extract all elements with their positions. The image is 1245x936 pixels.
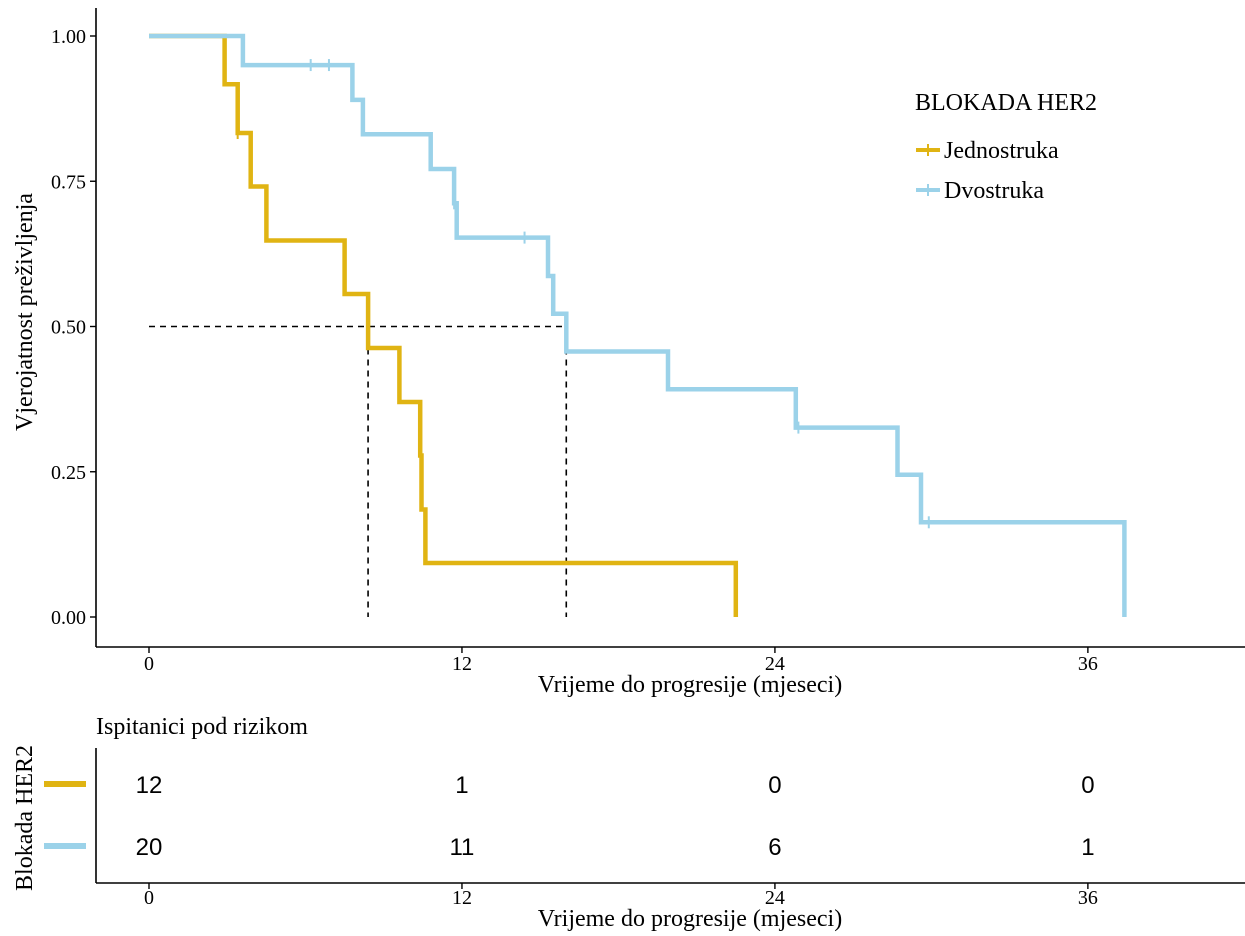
- y-axis-label: Vjerojatnost preživljenja: [12, 193, 38, 431]
- risk-count-dvostruka: 11: [449, 834, 474, 861]
- median-lines: [149, 325, 568, 617]
- legend-label-dvostruka: Dvostruka: [944, 178, 1044, 204]
- curve-dvostruka: [149, 33, 1127, 617]
- x-tick-label: 36: [1078, 653, 1098, 675]
- risk-count-dvostruka: 1: [1081, 834, 1094, 861]
- risk-x-tick-label: 24: [765, 887, 785, 909]
- risk-x-tick-label: 12: [452, 887, 472, 909]
- risk-x-ticks: 0 12 24 36: [144, 883, 1098, 909]
- legend: BLOKADA HER2 Jednostruka Dvostruka: [915, 90, 1097, 204]
- y-tick-label: 0.50: [51, 317, 86, 339]
- legend-label-jednostruka: Jednostruka: [944, 138, 1059, 164]
- risk-table-x-label: Vrijeme do progresije (mjeseci): [538, 906, 842, 932]
- risk-count-jednostruka: 0: [768, 772, 781, 799]
- y-tick-label: 0.25: [51, 462, 86, 484]
- y-tick-label: 0.75: [51, 171, 86, 193]
- legend-item-jednostruka: Jednostruka: [916, 138, 1059, 164]
- risk-x-tick-label: 36: [1078, 887, 1098, 909]
- survival-curves: [149, 33, 1127, 617]
- risk-counts: 12 1 0 0 20 11 6 1: [136, 772, 1095, 861]
- x-tick-label: 24: [765, 653, 785, 675]
- risk-count-jednostruka: 1: [455, 772, 468, 799]
- risk-table-title: Ispitanici pod rizikom: [96, 714, 308, 740]
- risk-table: Ispitanici pod rizikom Blokada HER2 12 1 0…: [12, 714, 1245, 932]
- risk-x-tick-label: 0: [144, 887, 154, 909]
- risk-table-y-label: Blokada HER2: [12, 745, 38, 891]
- x-tick-label: 12: [452, 653, 472, 675]
- risk-count-dvostruka: 6: [768, 834, 781, 861]
- x-tick-label: 0: [144, 653, 154, 675]
- x-ticks: 0 12 24 36: [144, 647, 1098, 675]
- curve-jednostruka: [149, 33, 739, 617]
- risk-count-jednostruka: 0: [1081, 772, 1094, 799]
- main-plot: 0.00 0.25 0.50 0.75 1.00 0 12 24 36 Vjerojatnos…: [12, 8, 1245, 698]
- legend-item-dvostruka: Dvostruka: [916, 178, 1044, 204]
- legend-title: BLOKADA HER2: [915, 90, 1097, 116]
- y-tick-label: 0.00: [51, 607, 86, 629]
- risk-count-dvostruka: 20: [136, 834, 163, 861]
- x-axis-label: Vrijeme do progresije (mjeseci): [538, 672, 842, 698]
- risk-count-jednostruka: 12: [136, 772, 163, 799]
- y-ticks: 0.00 0.25 0.50 0.75 1.00: [51, 26, 96, 629]
- y-tick-label: 1.00: [51, 26, 86, 48]
